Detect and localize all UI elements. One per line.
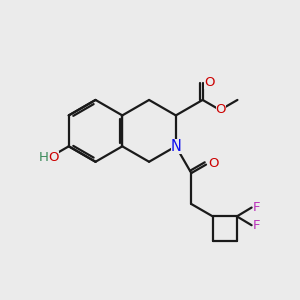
Text: O: O (208, 157, 219, 169)
Text: F: F (253, 219, 261, 232)
Text: F: F (253, 201, 261, 214)
Text: O: O (204, 76, 214, 89)
Text: N: N (171, 140, 182, 154)
Text: O: O (216, 103, 226, 116)
Text: O: O (48, 151, 59, 164)
Text: H: H (38, 151, 48, 164)
